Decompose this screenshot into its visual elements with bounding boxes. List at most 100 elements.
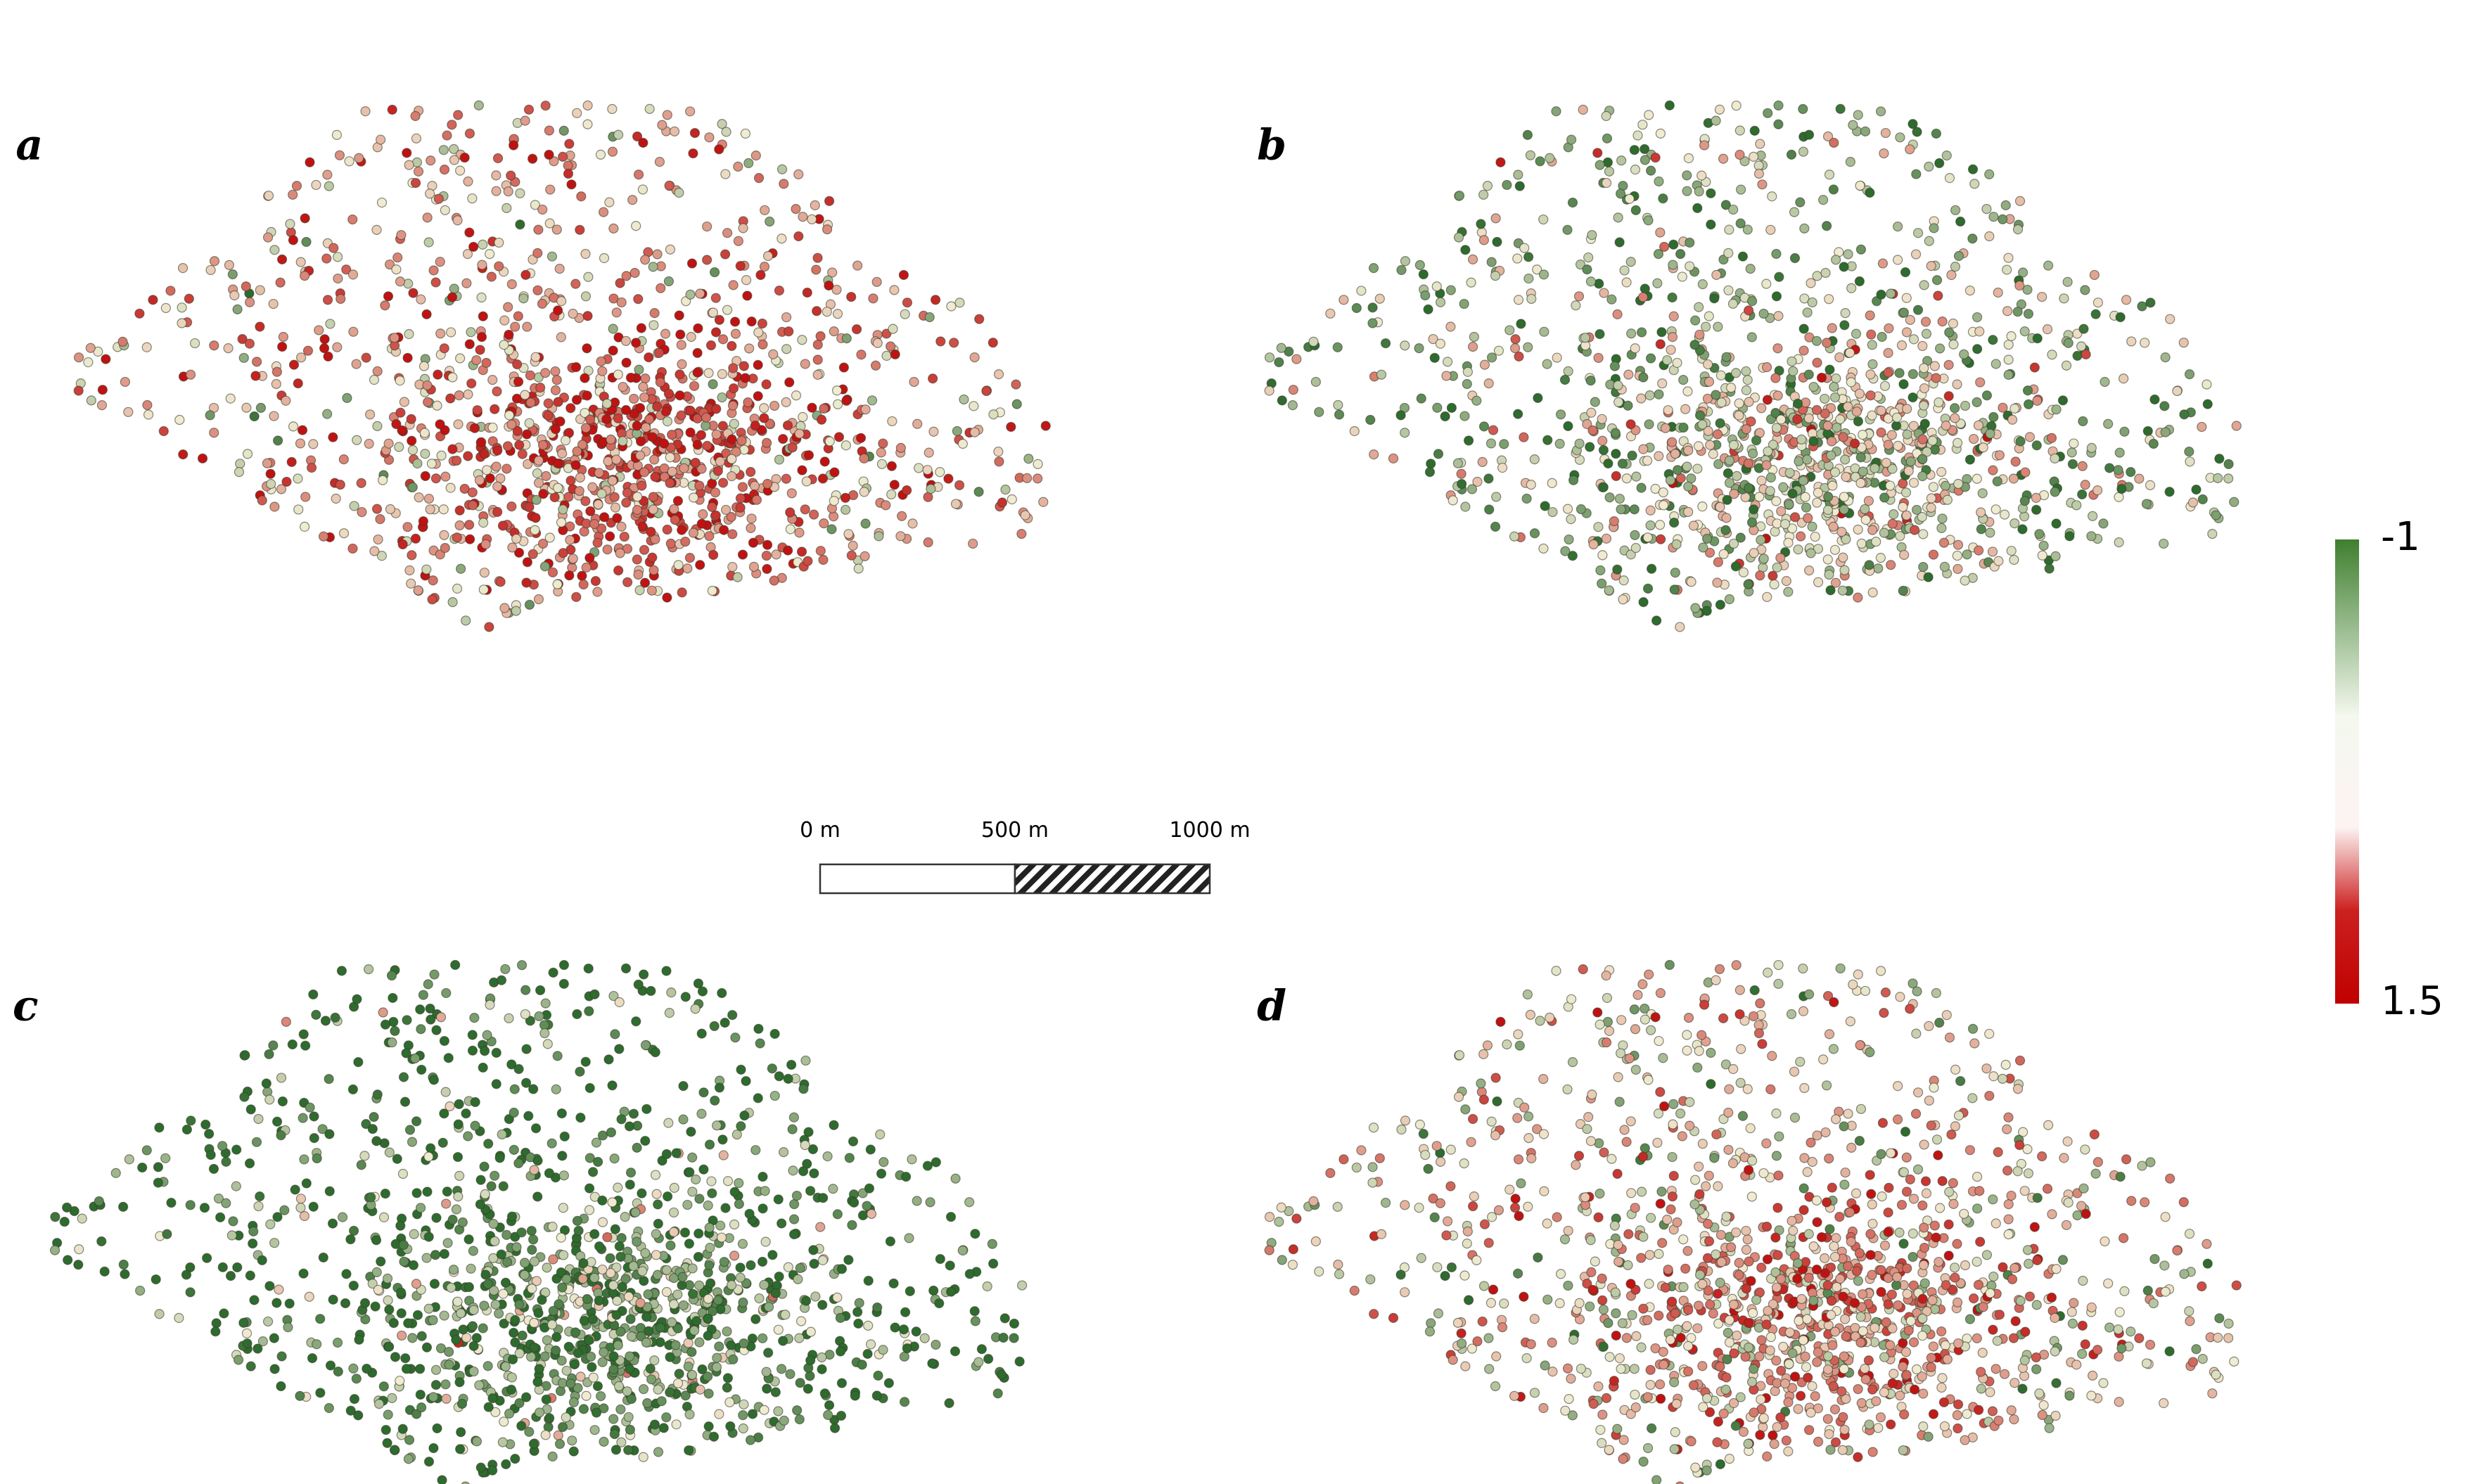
map-point [271, 378, 281, 390]
map-point [245, 1270, 255, 1281]
map-point [649, 1419, 660, 1430]
map-point [73, 352, 84, 363]
map-point [475, 345, 485, 355]
map-point [872, 1302, 883, 1313]
map-point [794, 1333, 805, 1343]
map-point [118, 1259, 129, 1270]
map-point [584, 1006, 594, 1016]
map-point [1000, 485, 1011, 495]
map-point [547, 1319, 558, 1330]
map-point [281, 476, 292, 487]
map-point [1943, 359, 1954, 370]
map-point [1525, 150, 1536, 160]
map-point [973, 487, 984, 497]
map-point [841, 333, 852, 344]
map-point [1876, 405, 1886, 416]
map-point [1630, 205, 1641, 215]
map-point [1585, 276, 1597, 287]
map-point [490, 1299, 501, 1310]
map-point [708, 549, 719, 561]
map-point [599, 1347, 609, 1357]
map-point [510, 1337, 520, 1348]
map-point [1985, 1387, 1995, 1397]
map-point [135, 1286, 146, 1296]
map-point [1614, 237, 1625, 248]
map-point [1883, 367, 1893, 378]
map-point [769, 575, 779, 586]
map-point [585, 414, 596, 425]
map-point [548, 1254, 558, 1265]
map-point [392, 1153, 402, 1164]
map-point [530, 525, 540, 535]
map-point [573, 1225, 584, 1236]
map-point [388, 992, 398, 1004]
map-point [2115, 312, 2126, 323]
map-point [784, 377, 795, 388]
map-point [727, 471, 737, 482]
map-point [1009, 1333, 1019, 1343]
map-point [1900, 267, 1911, 278]
map-point [395, 407, 406, 418]
map-point [679, 463, 689, 473]
map-point [828, 511, 839, 522]
map-point [1807, 297, 1817, 308]
map-point [2014, 196, 2026, 206]
map-point [988, 338, 998, 348]
map-point [497, 520, 509, 531]
map-point [1314, 407, 1324, 417]
map-point [750, 1314, 761, 1324]
map-point [728, 363, 739, 373]
map-point [1822, 221, 1832, 231]
map-point [1552, 1212, 1562, 1222]
map-point [1843, 401, 1853, 412]
map-point [1726, 383, 1737, 393]
map-point [1637, 292, 1649, 302]
map-point [2213, 473, 2223, 483]
map-point [479, 449, 490, 459]
map-point [513, 1158, 524, 1169]
map-point [370, 1301, 381, 1312]
map-point [1744, 482, 1754, 493]
map-point [124, 1154, 134, 1165]
map-point [205, 410, 215, 421]
map-point [1856, 538, 1867, 549]
map-point [394, 442, 404, 452]
map-point [349, 1394, 360, 1405]
map-point [1682, 461, 1692, 472]
map-point [423, 1303, 434, 1314]
map-point [1665, 475, 1676, 485]
map-point [468, 1246, 478, 1256]
map-point [1623, 1229, 1634, 1239]
map-point [1523, 273, 1534, 284]
map-point [1567, 551, 1578, 561]
map-point [480, 1189, 490, 1200]
map-point [241, 402, 252, 413]
map-point [1559, 374, 1571, 385]
map-point [794, 1414, 805, 1425]
map-point [812, 354, 823, 365]
map-point [205, 264, 216, 276]
map-point [428, 575, 438, 586]
map-point [558, 151, 568, 162]
map-point [2187, 1357, 2199, 1367]
map-point [570, 460, 581, 471]
map-point [688, 527, 698, 538]
map-point [265, 468, 276, 479]
map-point [1638, 444, 1649, 454]
map-point [1812, 271, 1822, 281]
map-point [1880, 127, 1891, 139]
map-point [565, 535, 575, 545]
map-point [923, 492, 933, 502]
map-point [694, 1228, 704, 1239]
map-point [477, 260, 487, 270]
map-point [269, 1333, 279, 1343]
map-point [1762, 1451, 1772, 1462]
map-point [430, 1364, 442, 1375]
map-point [1773, 100, 1784, 111]
map-point [1743, 458, 1753, 468]
map-point [1887, 518, 1898, 529]
map-point [693, 1252, 704, 1262]
map-point [1704, 311, 1714, 321]
map-point [924, 447, 934, 458]
map-point [504, 410, 515, 421]
